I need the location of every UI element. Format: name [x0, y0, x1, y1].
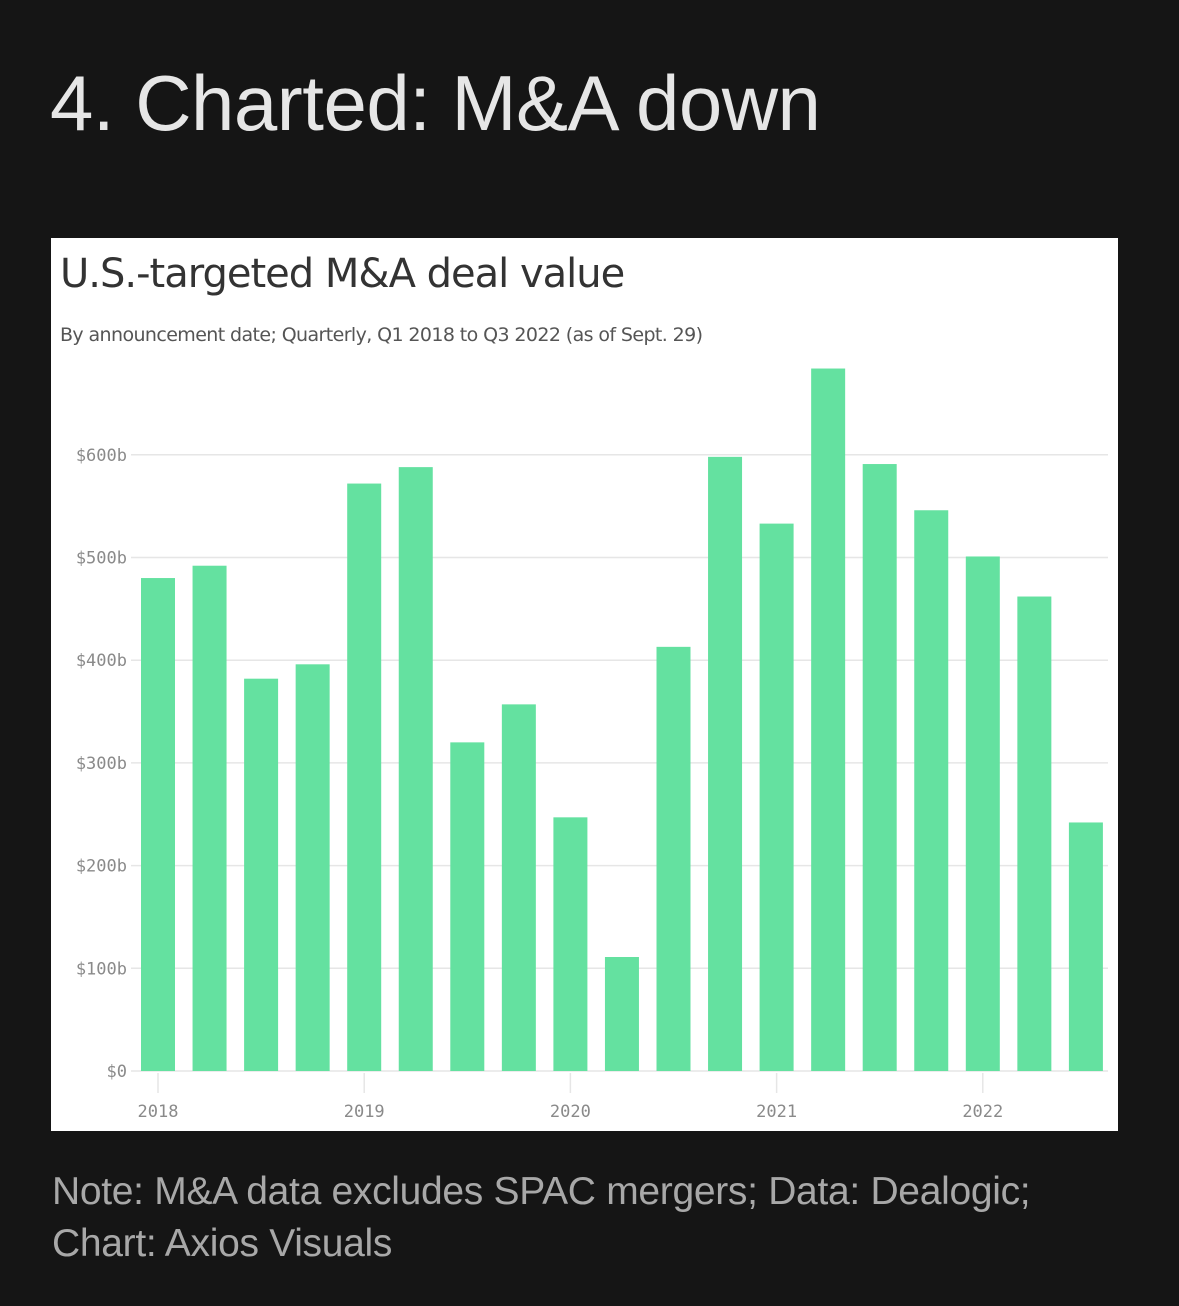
- x-tick-label: 2018: [138, 1102, 179, 1122]
- bar: [501, 704, 536, 1071]
- y-tick-label: $0: [107, 1062, 127, 1082]
- x-tick-label: 2019: [344, 1102, 385, 1122]
- note-line: Note: M&A data excludes SPAC mergers; Da…: [52, 1170, 1031, 1213]
- bar: [862, 464, 897, 1072]
- bar: [914, 510, 949, 1071]
- chart-title: U.S.-targeted M&A deal value: [60, 251, 625, 297]
- bar: [965, 556, 1000, 1071]
- bars: [141, 368, 1103, 1072]
- bar: [244, 678, 279, 1071]
- chart-note: Note: M&A data excludes SPAC mergers; Da…: [52, 1166, 1152, 1270]
- bar: [450, 742, 485, 1071]
- y-tick-label: $200b: [76, 857, 127, 877]
- bar: [295, 664, 330, 1071]
- bar: [1068, 822, 1103, 1071]
- y-tick-label: $400b: [76, 651, 127, 671]
- y-tick-label: $500b: [76, 549, 127, 569]
- bar: [1017, 596, 1052, 1071]
- y-tick-label: $300b: [76, 754, 127, 774]
- bar: [192, 565, 227, 1071]
- note-line: Chart: Axios Visuals: [52, 1222, 393, 1265]
- x-tick-label: 2022: [962, 1102, 1003, 1122]
- bar: [347, 483, 382, 1071]
- y-tick-label: $100b: [76, 959, 127, 979]
- bar: [759, 523, 794, 1071]
- bar: [656, 646, 691, 1071]
- chart-card: U.S.-targeted M&A deal value By announce…: [51, 238, 1118, 1131]
- bar: [553, 817, 588, 1071]
- bar: [141, 578, 175, 1071]
- chart-subtitle: By announcement date; Quarterly, Q1 2018…: [60, 324, 703, 346]
- bar-chart: $0$100b$200b$300b$400b$500b$600b 2018 201…: [76, 368, 1108, 1122]
- bar: [604, 957, 639, 1071]
- bar: [398, 467, 433, 1071]
- x-axis: 2018 2019 2020 2021 2022: [138, 1073, 1003, 1122]
- x-tick-label: 2020: [550, 1102, 591, 1122]
- bar: [708, 456, 743, 1071]
- x-tick-label: 2021: [756, 1102, 797, 1122]
- bar: [811, 368, 846, 1071]
- page-heading: 4. Charted: M&A down: [50, 59, 821, 147]
- y-tick-label: $600b: [76, 446, 127, 466]
- y-axis: $0 $100b $200b $300b $400b $500b $600b: [76, 446, 127, 1082]
